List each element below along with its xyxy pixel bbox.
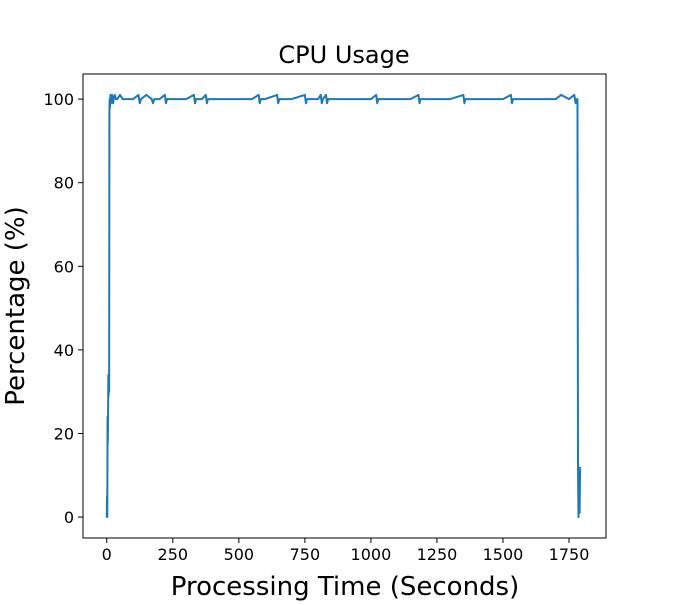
chart-title: CPU Usage xyxy=(278,41,409,69)
y-tick-label: 60 xyxy=(54,257,74,276)
plot-area xyxy=(105,93,582,519)
y-axis-label: Percentage (%) xyxy=(1,206,31,406)
x-tick-label: 1250 xyxy=(417,545,458,564)
series-line xyxy=(105,93,582,519)
y-tick-label: 20 xyxy=(54,424,74,443)
y-tick-label: 80 xyxy=(54,174,74,193)
y-axis: 0 20 40 60 80 100 xyxy=(43,90,83,527)
plot-frame xyxy=(82,73,607,539)
x-tick-label: 1750 xyxy=(549,545,590,564)
x-axis: 0 250 500 750 1000 1250 1500 1750 xyxy=(102,538,590,564)
x-tick-label: 750 xyxy=(290,545,321,564)
x-tick-label: 0 xyxy=(102,545,112,564)
x-tick-label: 1000 xyxy=(351,545,392,564)
y-tick-label: 100 xyxy=(43,90,74,109)
x-tick-label: 1500 xyxy=(483,545,524,564)
y-tick-label: 0 xyxy=(64,508,74,527)
x-tick-label: 250 xyxy=(158,545,189,564)
x-tick-label: 500 xyxy=(224,545,255,564)
x-axis-label: Processing Time (Seconds) xyxy=(171,572,520,602)
y-tick-label: 40 xyxy=(54,341,74,360)
